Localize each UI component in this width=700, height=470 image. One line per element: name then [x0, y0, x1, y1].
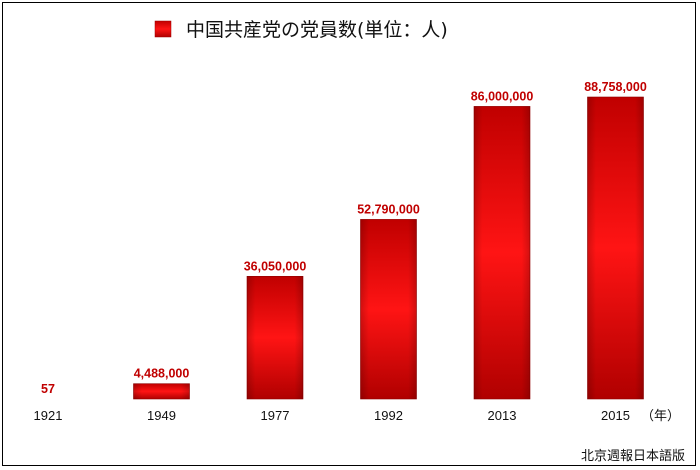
- chart-frame: [2, 2, 696, 466]
- bar-shade-1977: [247, 276, 303, 399]
- value-label-1977: 36,050,000: [244, 259, 307, 273]
- x-tick-1977: 1977: [261, 408, 290, 423]
- value-label-1992: 52,790,000: [357, 202, 420, 216]
- bar-shade-1949: [133, 383, 190, 399]
- bar-shade-2013: [474, 106, 530, 400]
- x-tick-1921: 1921: [34, 408, 63, 423]
- legend-label: 中国共産党の党員数(単位：人): [186, 19, 448, 41]
- legend-swatch: [154, 20, 172, 38]
- bar-shade-1992: [360, 219, 417, 399]
- x-tick-2015: 2015: [601, 408, 630, 423]
- x-tick-1992: 1992: [374, 408, 403, 423]
- x-tick-2013: 2013: [488, 408, 517, 423]
- source-label: 北京週報日本語版: [581, 448, 685, 464]
- value-label-2015: 88,758,000: [584, 80, 647, 94]
- value-label-1921: 57: [41, 382, 55, 396]
- value-label-2013: 86,000,000: [471, 89, 534, 103]
- x-tick-1949: 1949: [147, 408, 176, 423]
- bar-shade-2015: [587, 97, 644, 399]
- x-axis-unit: （年）: [641, 409, 680, 424]
- value-label-1949: 4,488,000: [134, 367, 190, 381]
